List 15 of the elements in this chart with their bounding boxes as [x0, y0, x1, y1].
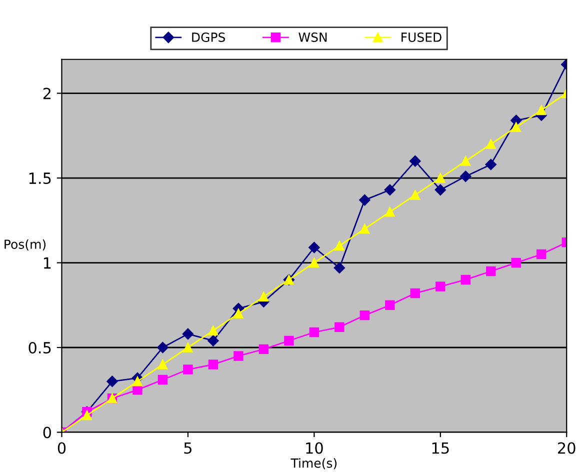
x-tick-label: 20	[558, 442, 576, 454]
x-tick-label: 0	[58, 442, 66, 454]
y-tick-label: 0.5	[28, 342, 51, 354]
legend-label: FUSED	[402, 32, 442, 42]
x-axis-title: Time(s)	[290, 458, 337, 470]
y-axis-title: Pos(m)	[4, 239, 46, 250]
legend-label: DGPS	[192, 32, 226, 42]
legend-label: WSN	[298, 32, 327, 42]
y-tick-label: 1.5	[29, 172, 51, 184]
x-tick-label: 15	[432, 442, 449, 454]
x-tick-label: 10	[306, 442, 323, 454]
y-tick-label: 2	[43, 88, 50, 100]
y-tick-label: 1	[44, 257, 51, 269]
x-tick-label: 5	[184, 442, 192, 454]
y-tick-label: 0	[43, 426, 51, 438]
